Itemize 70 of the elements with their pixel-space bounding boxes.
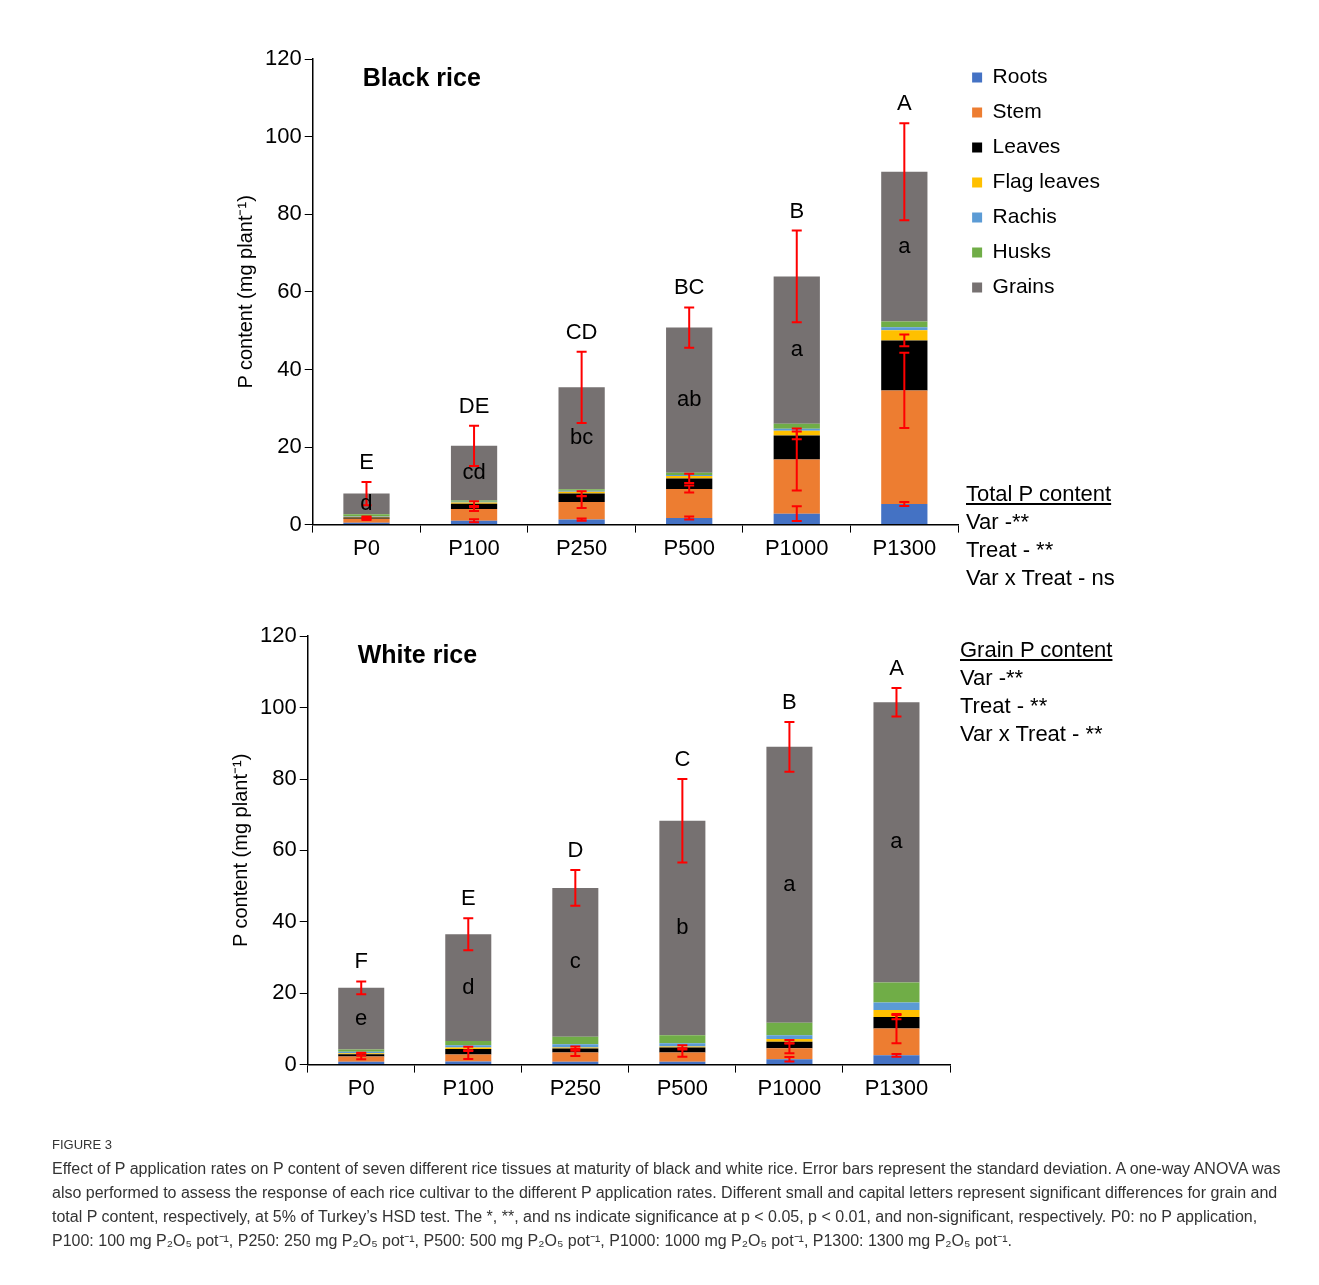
x-tick-label: P0 (347, 1074, 375, 1100)
x-tick-label: P100 (448, 534, 500, 560)
annotation: a (783, 870, 797, 896)
annotation: B (789, 197, 805, 223)
annotation: E (460, 885, 476, 911)
x-tick-label: P1000 (757, 1074, 822, 1100)
annotation: E (359, 449, 374, 474)
text: Treat - ** (966, 536, 1055, 564)
y-axis-title: P content (mg plant⁻¹) (228, 753, 251, 948)
annotation: c (569, 948, 581, 974)
annotation: A (896, 90, 912, 116)
annotation: D (567, 837, 584, 863)
text: Treat - ** (960, 692, 1049, 720)
text: Var x Treat - ** (960, 720, 1104, 748)
y-tick-label: 60 (277, 277, 302, 303)
x-tick-label: P500 (656, 1074, 709, 1100)
y-tick-label: 100 (259, 693, 297, 719)
annotation: F (354, 948, 368, 974)
annotation: BC (673, 274, 705, 300)
legend-label: Stem (992, 99, 1042, 123)
annotation: B (782, 688, 797, 714)
x-tick-label: P100 (442, 1074, 494, 1100)
caption: FIGURE 3 (52, 1136, 113, 1154)
annotation: CD (565, 318, 598, 344)
x-tick-label: P1300 (872, 534, 937, 560)
text: Total P content (966, 480, 1113, 508)
y-tick-label: 100 (264, 122, 302, 148)
x-tick-label: P500 (663, 534, 715, 560)
y-tick-label: 80 (277, 200, 302, 226)
y-tick-label: 20 (272, 979, 297, 1005)
x-tick-label: P250 (555, 534, 608, 560)
annotation: cd (462, 459, 486, 485)
text: Effect of P application rates on P content of seven different rice tissues at maturity of black and white rice. Error bars represent the standard deviation. A one-way ANOVA was also performed to assess the response of each rice cultivar to the different P application rates. Different small and capital letters represent significant differences for grain and total P content, respectively, at 5% of Turkey’s HSD test. The *, **, and ns indicate significance at p < 0.05, p < 0.01, and non-significant, respectively. P0: no P application, P100: 100 mg P₂O₅ pot⁻¹, P250: 250 mg P₂O₅ pot⁻¹, P500: 500 mg P₂O₅ pot⁻¹, P1000: 1000 mg P₂O₅ pot⁻¹, P1300: 1300 mg P₂O₅ pot⁻¹. (52, 1159, 1282, 1251)
annotation: A (889, 655, 905, 681)
chart-title: Black rice (362, 63, 481, 92)
y-tick-label: 40 (277, 355, 302, 381)
y-tick-label: 40 (272, 907, 297, 933)
annotation: a (790, 336, 804, 362)
annotation: e (355, 1004, 368, 1030)
text: Var -** (966, 508, 1031, 536)
annotation: ab (676, 386, 702, 412)
x-tick-label: P1300 (864, 1074, 929, 1100)
y-tick-label: 20 (277, 433, 302, 459)
y-tick-label: 60 (272, 836, 297, 862)
legend-label: Husks (992, 239, 1051, 263)
annotation: DE (458, 392, 490, 418)
y-axis-title: P content (mg plant⁻¹) (233, 195, 256, 389)
legend-label: Leaves (992, 134, 1061, 158)
y-tick-label: 120 (264, 45, 302, 71)
annotation: a (890, 828, 904, 854)
legend-label: Grains (992, 274, 1055, 298)
annotation: d (462, 973, 475, 999)
y-tick-label: 0 (289, 510, 302, 536)
y-tick-label: 0 (284, 1050, 297, 1076)
y-tick-label: 120 (259, 622, 297, 648)
annotation: a (898, 232, 912, 258)
annotation: bc (570, 424, 594, 450)
x-tick-label: P250 (549, 1074, 602, 1100)
text: Grain P content (960, 636, 1113, 664)
text: Var x Treat - ns (966, 564, 1115, 592)
x-tick-label: P0 (353, 534, 380, 560)
legend-label: Roots (992, 64, 1048, 88)
x-tick-label: P1000 (764, 534, 829, 560)
y-tick-label: 80 (272, 765, 297, 791)
chart-title: White rice (357, 640, 478, 669)
annotation: C (674, 746, 691, 772)
annotation: b (676, 914, 689, 940)
legend-label: Flag leaves (992, 169, 1100, 193)
legend-label: Rachis (992, 204, 1057, 228)
text: Var -** (960, 664, 1025, 692)
